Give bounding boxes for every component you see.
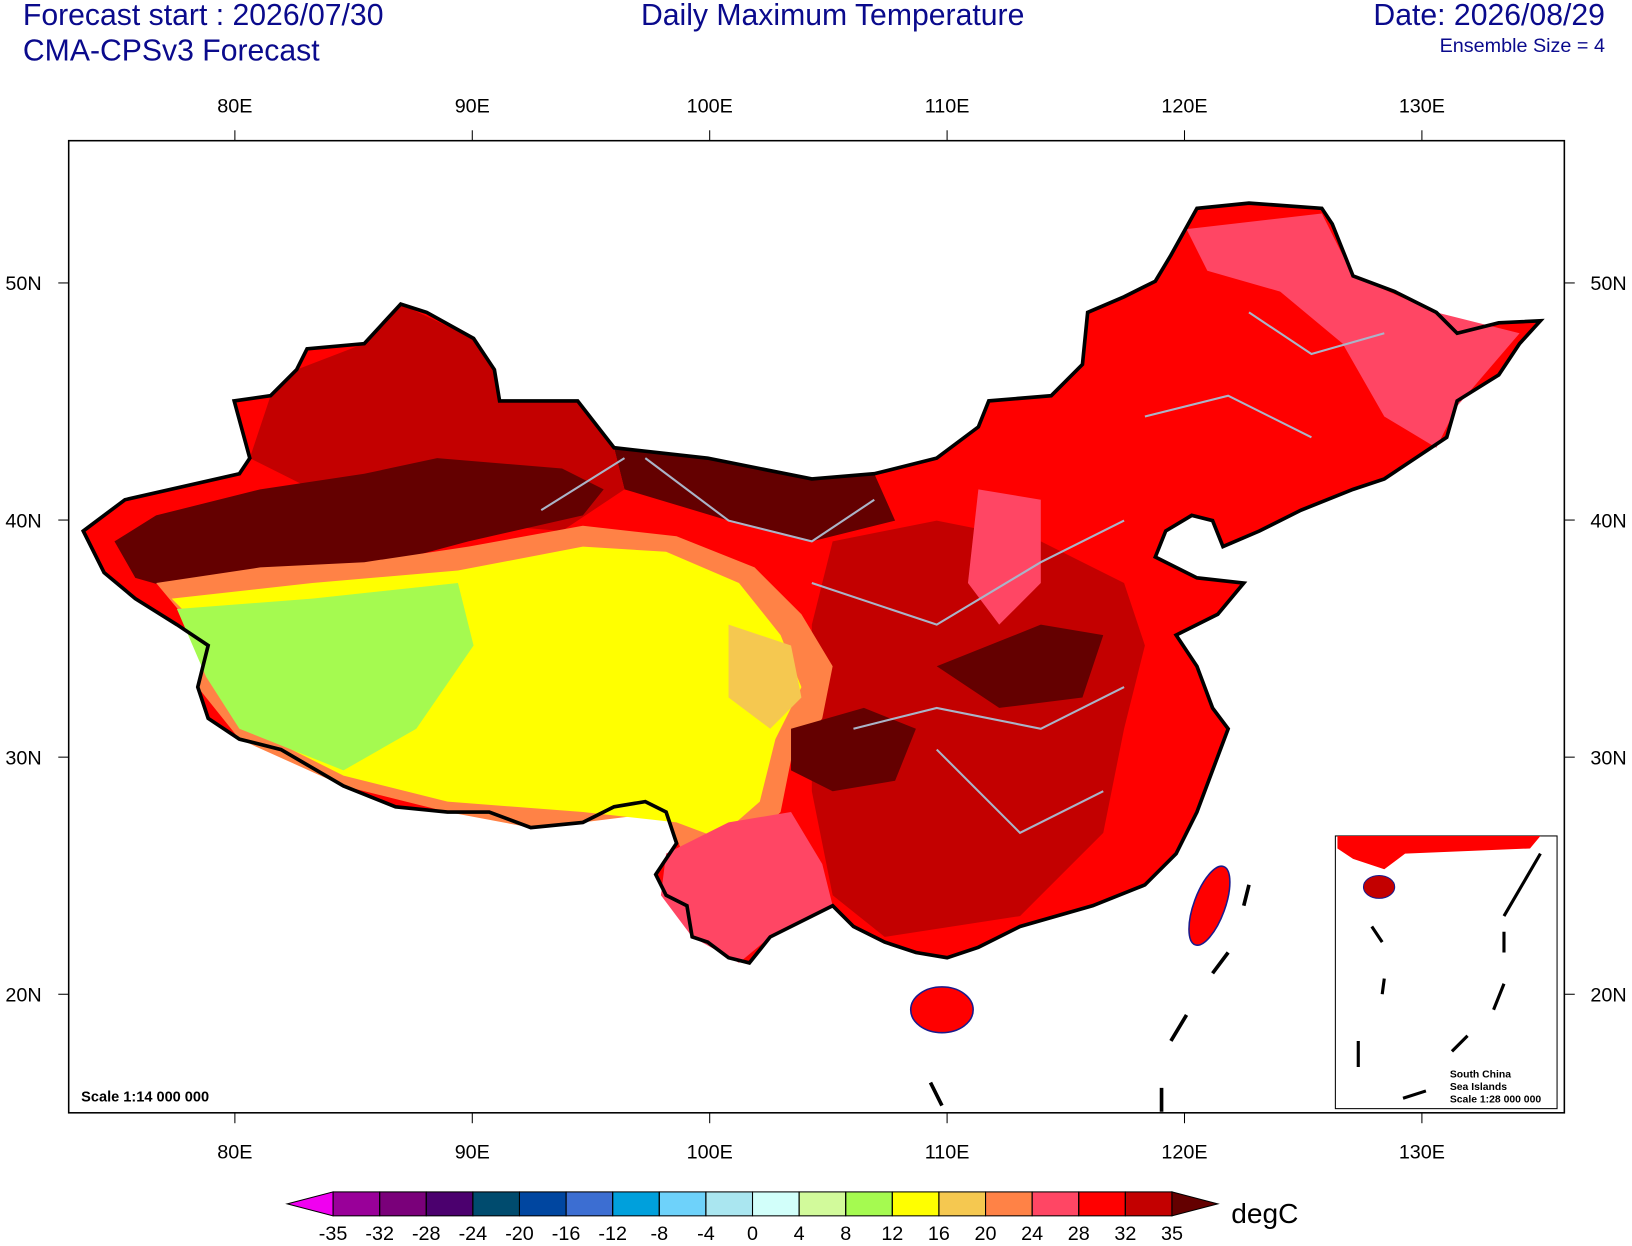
lat-tick-label: 40N (5, 510, 41, 532)
colorbar-swatch (332, 1191, 381, 1217)
colorbar-tick-label: -8 (651, 1223, 669, 1241)
colorbar-tick-label: -4 (697, 1223, 715, 1241)
lat-tick-label: 50N (5, 273, 41, 295)
colorbar-swatch (845, 1191, 893, 1217)
maritime-boundary (928, 884, 1251, 1112)
colorbar-tick-label: 28 (1068, 1223, 1090, 1241)
colorbar-tick-label: 0 (747, 1223, 758, 1241)
field-8-12 (176, 583, 474, 771)
lon-tick-label: 80E (217, 1142, 252, 1164)
field-24-28 (1186, 213, 1520, 448)
colorbar-swatch (612, 1191, 660, 1217)
colorbar-swatch (518, 1191, 567, 1217)
lat-tick-label: 30N (1590, 747, 1626, 769)
inset-boundary (1356, 852, 1542, 1100)
colorbar-swatch (1124, 1191, 1173, 1217)
colorbar-swatch (472, 1191, 521, 1217)
lat-tick-label: 20N (1590, 985, 1626, 1007)
colorbar-tick-label: -16 (552, 1223, 581, 1241)
field-above-35 (114, 458, 604, 599)
valid-date: Date: 2026/08/29 (1373, 0, 1605, 32)
colorbar-units: degC (1231, 1198, 1298, 1229)
colorbar-swatch (565, 1191, 614, 1217)
inset-land (1337, 835, 1541, 870)
lon-tick-label: 110E (925, 96, 970, 118)
map-scale: Scale 1:14 000 000 (81, 1089, 209, 1105)
map-fields: South China Sea Islands Scale 1:28 000 0… (80, 201, 1558, 1112)
colorbar-swatch (891, 1191, 940, 1217)
lat-tick-label: 20N (5, 985, 41, 1007)
colorbar-tick-label: 32 (1114, 1223, 1136, 1241)
lon-tick-label: 130E (1399, 1142, 1445, 1164)
border (80, 201, 1545, 965)
colorbar-swatch (705, 1191, 754, 1217)
colorbar-tick-label: 16 (928, 1223, 950, 1241)
field-32-35 (811, 520, 1145, 937)
colorbar-tick-label: -28 (412, 1223, 441, 1241)
lon-tick-label: 110E (925, 1142, 970, 1164)
field-above-35 (936, 624, 1104, 708)
field-16-20 (728, 624, 802, 729)
hainan (909, 986, 974, 1034)
colorbar-tick-label: -24 (459, 1223, 488, 1241)
forecast-start: Forecast start : 2026/07/30 (23, 0, 384, 32)
colorbar-tick-label: 35 (1161, 1223, 1183, 1241)
colorbar-tick-label: 12 (881, 1223, 903, 1241)
colorbar-tick-label: -32 (365, 1223, 394, 1241)
colorbar-swatch (751, 1191, 800, 1217)
taiwan (1188, 865, 1231, 946)
colorbar-tick-label: -12 (598, 1223, 627, 1241)
colorbar-tick-label: 8 (840, 1223, 851, 1241)
lon-tick-label: 100E (687, 1142, 733, 1164)
map-title: Daily Maximum Temperature (641, 0, 1024, 32)
colorbar-triangle (285, 1191, 334, 1217)
field-24-28 (967, 489, 1041, 625)
colorbar-swatch (985, 1191, 1033, 1217)
lon-tick-label: 100E (687, 96, 733, 118)
colorbar-swatch (425, 1191, 474, 1217)
colorbar-swatch (1031, 1191, 1080, 1217)
inset-label: Sea Islands (1450, 1082, 1507, 1093)
colorbar-swatch (379, 1191, 427, 1217)
field-above-35 (614, 447, 896, 542)
colorbar-swatch (658, 1191, 707, 1217)
lon-tick-label: 90E (455, 1142, 490, 1164)
ensemble-size: Ensemble Size = 4 (1440, 35, 1605, 57)
inset-hainan (1362, 874, 1396, 899)
colorbar-triangle (1171, 1191, 1220, 1217)
colorbar-tick-label: 24 (1021, 1223, 1043, 1241)
inset-label: Scale 1:28 000 000 (1450, 1094, 1542, 1105)
lon-tick-label: 120E (1161, 96, 1207, 118)
colorbar-tick-label: 4 (794, 1223, 805, 1241)
lon-tick-label: 130E (1399, 96, 1445, 118)
lon-tick-label: 120E (1161, 1142, 1207, 1164)
lat-tick-label: 50N (1590, 273, 1626, 295)
field-above-35 (791, 707, 916, 792)
colorbar-swatch (798, 1191, 847, 1217)
lat-tick-label: 40N (1590, 510, 1626, 532)
colorbar-swatch (938, 1191, 987, 1217)
inset-frame (1334, 835, 1558, 1110)
lon-tick-label: 90E (455, 96, 490, 118)
lat-tick-label: 30N (5, 747, 41, 769)
colorbar-tick-label: -20 (505, 1223, 534, 1241)
colorbar-tick-label: 20 (975, 1223, 997, 1241)
model-name: CMA-CPSv3 Forecast (23, 35, 320, 68)
lon-tick-label: 80E (217, 96, 252, 118)
colorbar-swatch (1078, 1191, 1126, 1217)
inset-label: South China (1450, 1069, 1511, 1080)
province-lines (540, 311, 1385, 835)
colorbar-tick-label: -35 (319, 1223, 348, 1241)
